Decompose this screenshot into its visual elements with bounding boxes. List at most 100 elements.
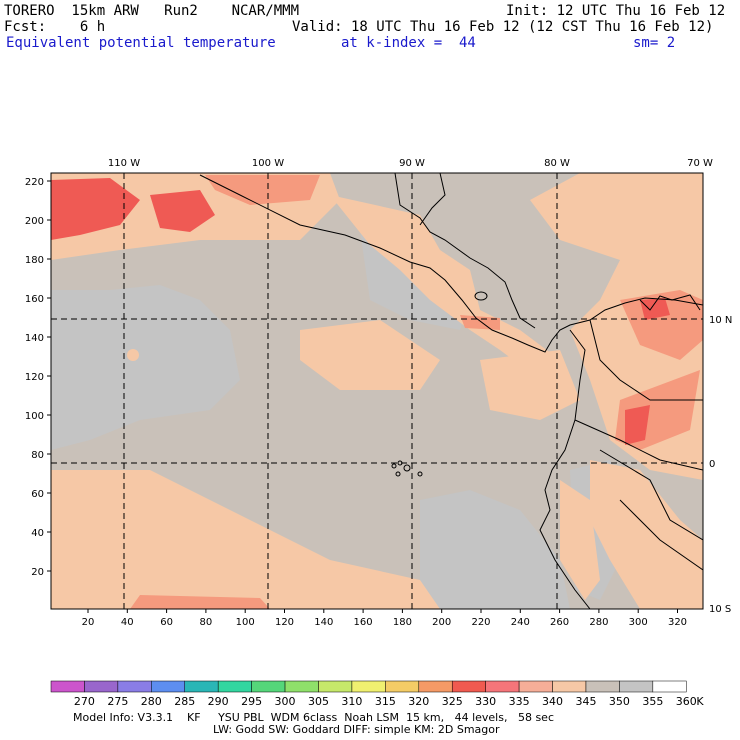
- colorbar-swatch: [117, 680, 152, 693]
- theta-e-field: [51, 173, 703, 609]
- model-info-line: Model Info: V3.3.1 KF YSU PBL WDM 6class…: [73, 711, 554, 724]
- x-tick-label: 240: [511, 617, 530, 628]
- colorbar-label: 335: [508, 695, 530, 708]
- x-tick-label: 320: [668, 617, 687, 628]
- warm-strip-coast-peru: [560, 480, 600, 600]
- physics-info-line: LW: Godd SW: Goddard DIFF: simple KM: 2D…: [213, 723, 500, 736]
- smoothing-info: sm= 2: [633, 35, 676, 51]
- central-america-north-coast: [394, 173, 536, 329]
- colorbar-label: 275: [107, 695, 129, 708]
- lake-nicaragua: [474, 291, 488, 301]
- lat-label-0: 0: [709, 459, 715, 470]
- x-tick-label: 300: [629, 617, 648, 628]
- y-tick-label: 100: [25, 411, 44, 422]
- colorbar-swatch: [50, 680, 85, 693]
- x-tick-label: 160: [354, 617, 373, 628]
- y-tick-label: 120: [25, 372, 44, 383]
- x-tick-label: 260: [550, 617, 569, 628]
- border-ecuador: [574, 419, 703, 471]
- warm-strip-south: [130, 595, 270, 609]
- pacific-caribbean-coast: [199, 174, 703, 353]
- colorbar-label: 350: [608, 695, 630, 708]
- warm-spot-costarica: [460, 315, 500, 330]
- colorbar-label: 305: [307, 695, 329, 708]
- hot-spot-colombia: [640, 298, 670, 320]
- hot-spot-north: [150, 190, 215, 232]
- colorbar-label: 355: [642, 695, 664, 708]
- colorbar-label: 280: [140, 695, 162, 708]
- x-tick-label: 120: [275, 617, 294, 628]
- colorbar-label: 315: [374, 695, 396, 708]
- cool-region-west: [51, 285, 240, 450]
- colorbar-swatch: [585, 680, 620, 693]
- venezuela-coast: [639, 294, 701, 311]
- warm-region-pacific-east: [480, 350, 580, 420]
- x-tick-label: 140: [314, 617, 333, 628]
- model-title: TORERO 15km ARW Run2 NCAR/MMM: [4, 3, 300, 19]
- x-tick-label: 180: [393, 617, 412, 628]
- x-axis-ticks: 20 40 60 80 100 120 140 160 180 200 220 240 260 280 30…: [82, 609, 687, 628]
- galapagos-islands: [391, 460, 423, 477]
- colorbar-swatch: [84, 680, 119, 693]
- colorbar-label: 290: [207, 695, 229, 708]
- init-time: Init: 12 UTC Thu 16 Feb 12: [506, 3, 726, 19]
- colorbar-swatch: [619, 680, 654, 693]
- x-tick-label: 100: [236, 617, 255, 628]
- y-tick-label: 140: [25, 333, 44, 344]
- colorbar-swatch: [552, 680, 587, 693]
- colorbar: [50, 680, 687, 693]
- forecast-hour: Fcst: 6 h: [4, 19, 106, 35]
- warm-band-colombia: [620, 290, 703, 360]
- map-frame: [50, 172, 704, 610]
- lat-label-10s: 10 S: [709, 604, 731, 615]
- colorbar-swatch: [151, 680, 185, 693]
- colorbar-label: 325: [441, 695, 463, 708]
- colorbar-swatch: [318, 680, 353, 693]
- lon-label-100w: 100 W: [252, 158, 284, 169]
- border-peru: [599, 449, 703, 541]
- x-tick-label: 40: [121, 617, 134, 628]
- border-colombia: [589, 319, 703, 401]
- colorbar-label: 345: [575, 695, 597, 708]
- valid-time: Valid: 18 UTC Thu 16 Feb 12 (12 CST Thu …: [292, 19, 714, 35]
- warm-region-southwest: [51, 470, 440, 609]
- lon-label-80w: 80 W: [544, 158, 570, 169]
- y-tick-label: 160: [25, 294, 44, 305]
- colorbar-swatch: [485, 680, 520, 693]
- hot-spot-northwest: [51, 178, 140, 240]
- y-tick-label: 220: [25, 177, 44, 188]
- colorbar-swatch: [251, 680, 286, 693]
- y-tick-label: 80: [31, 450, 44, 461]
- y-tick-label: 180: [25, 255, 44, 266]
- colorbar-label: 330: [475, 695, 497, 708]
- colorbar-swatch: [518, 680, 553, 693]
- colorbar-swatch: [184, 680, 219, 693]
- lon-label-110w: 110 W: [108, 158, 140, 169]
- cool-region-south: [420, 490, 570, 609]
- colorbar-label: 360: [675, 695, 697, 708]
- lat-label-10n: 10 N: [709, 315, 732, 326]
- warm-region-ocean-center: [300, 320, 440, 390]
- colorbar-label: 295: [241, 695, 263, 708]
- colorbar-swatch: [451, 680, 486, 693]
- y-tick-label: 40: [31, 528, 44, 539]
- colorbar-label: 320: [408, 695, 430, 708]
- colorbar-label: 340: [542, 695, 564, 708]
- x-tick-label: 280: [589, 617, 608, 628]
- colorbar-swatch: [351, 680, 386, 693]
- warm-eddy: [125, 347, 141, 363]
- y-tick-label: 60: [31, 489, 44, 500]
- x-tick-label: 80: [200, 617, 213, 628]
- level-info: at k-index = 44: [341, 35, 476, 51]
- colorbar-swatch: [284, 680, 319, 693]
- colorbar-swatch: [385, 680, 420, 693]
- x-tick-label: 20: [82, 617, 95, 628]
- warm-band-north: [205, 175, 320, 205]
- hot-spot-amazon: [625, 405, 650, 445]
- x-tick-label: 200: [432, 617, 451, 628]
- colorbar-label: 270: [73, 695, 95, 708]
- colorbar-label: 285: [174, 695, 196, 708]
- colorbar-swatch: [418, 680, 453, 693]
- border-brazil: [619, 499, 703, 571]
